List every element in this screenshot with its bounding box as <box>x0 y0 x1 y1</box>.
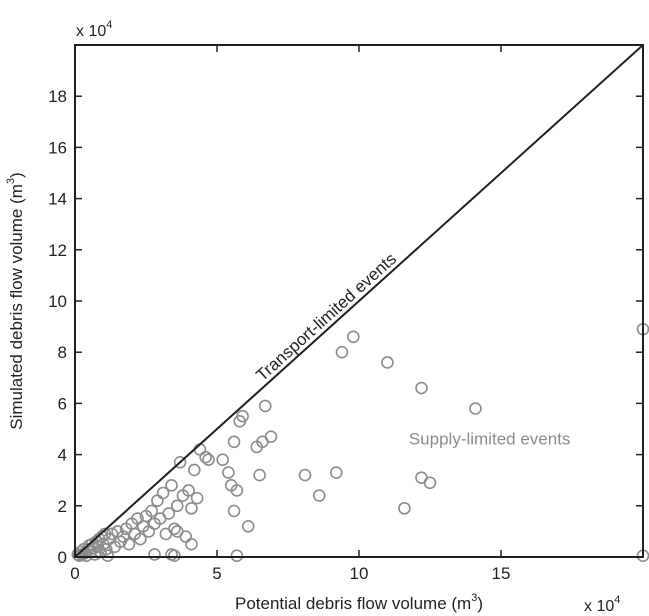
data-point <box>264 430 278 443</box>
y-axis-label: Simulated debris flow volume (m3) <box>5 172 26 429</box>
data-point <box>230 549 244 563</box>
data-point <box>148 548 161 561</box>
y-tick-label: 6 <box>58 394 67 413</box>
data-point <box>170 499 184 513</box>
data-point <box>227 504 241 518</box>
x-axis-multiplier: x 104 <box>584 594 620 615</box>
data-point <box>170 525 184 538</box>
data-point <box>168 549 181 563</box>
y-tick-label: 2 <box>58 497 67 516</box>
supply-limited-label: Supply-limited events <box>409 429 571 448</box>
data-point <box>145 504 158 518</box>
x-tick-label: 0 <box>70 564 79 583</box>
data-point <box>202 453 215 467</box>
x-axis-ticks: 0 5 10 15 <box>70 45 510 583</box>
data-point <box>151 494 164 507</box>
data-point <box>165 479 178 492</box>
data-point <box>162 507 176 520</box>
data-point <box>423 476 437 490</box>
data-point <box>381 356 394 369</box>
data-point <box>227 435 241 449</box>
y-axis-multiplier: x 104 <box>76 19 112 40</box>
x-tick-label: 5 <box>212 564 221 583</box>
data-point <box>241 519 255 533</box>
data-point <box>101 549 114 563</box>
data-point <box>122 537 136 551</box>
transport-limited-label: Transport-limited events <box>252 249 400 385</box>
y-axis-ticks: 0 2 4 6 8 10 12 14 16 18 <box>48 87 643 567</box>
y-tick-label: 16 <box>48 138 67 157</box>
data-point <box>168 522 181 536</box>
data-point <box>335 345 349 359</box>
data-point <box>236 409 249 423</box>
data-point <box>187 463 201 477</box>
data-point <box>199 450 212 464</box>
data-point <box>182 484 195 497</box>
data-point <box>469 402 482 415</box>
data-point <box>216 453 229 467</box>
data-point <box>185 537 198 551</box>
data-point <box>230 484 244 497</box>
data-point <box>312 489 326 502</box>
transport-limited-line <box>74 44 644 558</box>
x-tick-label: 15 <box>492 564 511 583</box>
y-tick-label: 0 <box>58 548 67 567</box>
data-point <box>415 381 428 395</box>
data-point <box>222 466 235 479</box>
plot-frame <box>74 44 644 558</box>
data-point <box>253 468 266 482</box>
data-point <box>88 548 102 561</box>
y-tick-label: 12 <box>48 241 67 260</box>
data-point <box>190 491 204 505</box>
y-tick-label: 18 <box>48 87 67 106</box>
y-tick-label: 14 <box>48 190 67 209</box>
y-tick-label: 10 <box>48 292 67 311</box>
data-point <box>398 502 411 515</box>
data-point <box>156 486 170 500</box>
data-point <box>185 502 198 515</box>
y-tick-label: 8 <box>58 343 67 362</box>
data-point <box>134 532 147 546</box>
data-point <box>173 455 187 469</box>
x-tick-label: 10 <box>350 564 369 583</box>
data-point <box>329 466 343 479</box>
data-point <box>258 399 272 413</box>
data-point <box>298 468 312 482</box>
y-tick-label: 4 <box>58 446 67 465</box>
x-axis-label: Potential debris flow volume (m3) <box>235 592 483 613</box>
data-point <box>105 527 119 541</box>
data-point <box>347 330 360 344</box>
